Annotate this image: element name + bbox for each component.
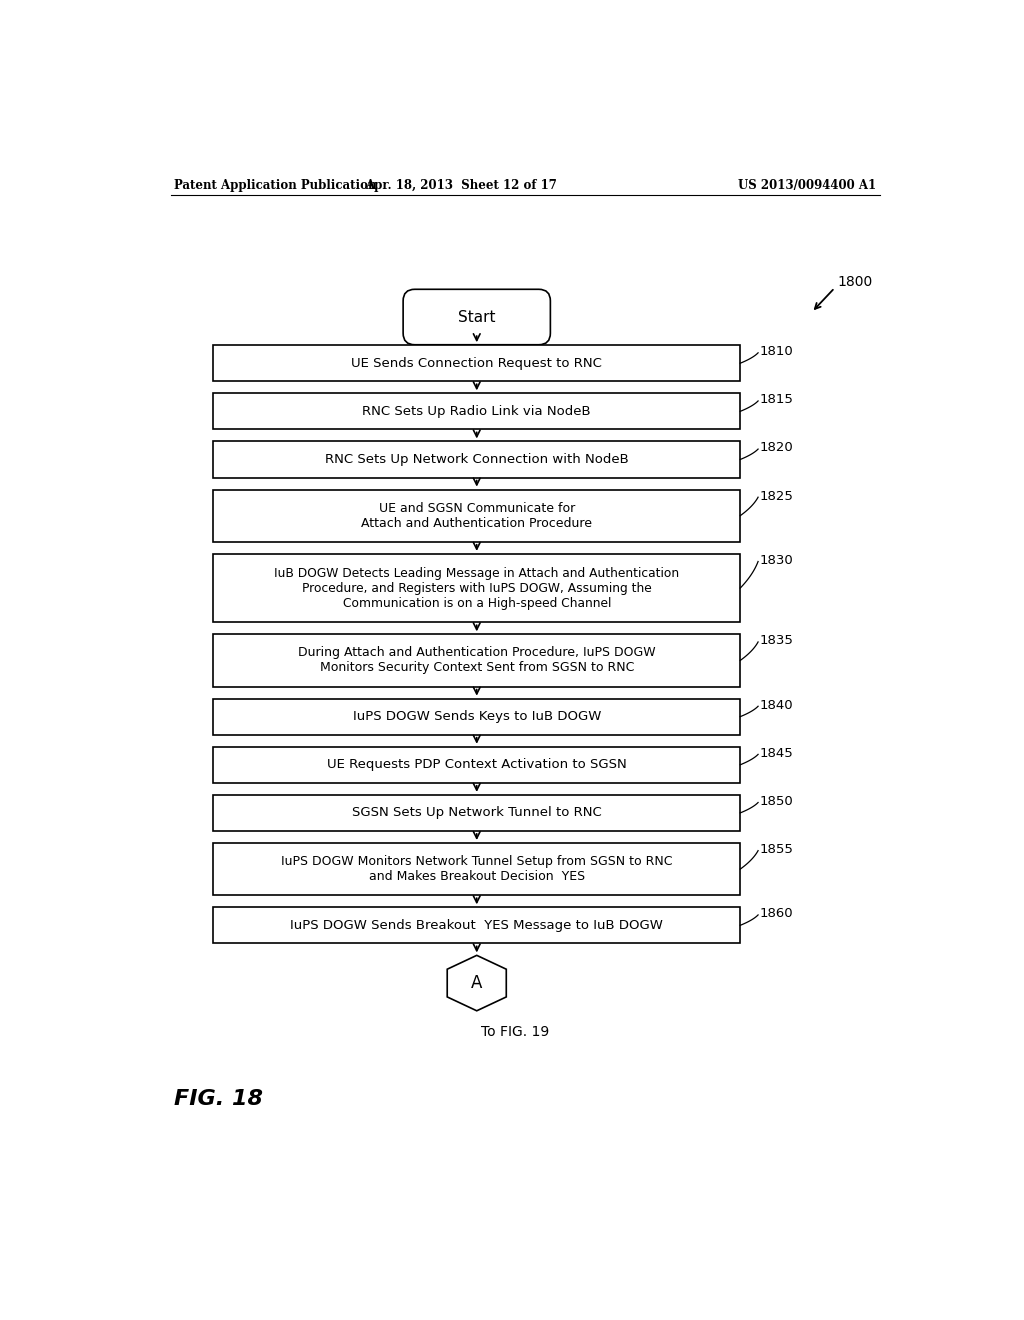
Bar — [213, 345, 740, 381]
Text: 1810: 1810 — [760, 345, 794, 358]
Bar — [213, 907, 740, 944]
Text: 1850: 1850 — [760, 795, 794, 808]
FancyBboxPatch shape — [403, 289, 550, 345]
Text: 1820: 1820 — [760, 441, 794, 454]
Text: RNC Sets Up Radio Link via NodeB: RNC Sets Up Radio Link via NodeB — [362, 405, 591, 418]
Text: Start: Start — [458, 309, 496, 325]
Text: During Attach and Authentication Procedure, IuPS DOGW
Monitors Security Context : During Attach and Authentication Procedu… — [298, 647, 655, 675]
Text: 1840: 1840 — [760, 698, 794, 711]
Bar — [213, 795, 740, 832]
Polygon shape — [447, 956, 506, 1011]
Bar — [213, 698, 740, 735]
Text: UE Requests PDP Context Activation to SGSN: UE Requests PDP Context Activation to SG… — [327, 758, 627, 771]
Text: UE and SGSN Communicate for
Attach and Authentication Procedure: UE and SGSN Communicate for Attach and A… — [361, 502, 592, 529]
Text: 1800: 1800 — [838, 275, 872, 289]
Text: A: A — [471, 974, 482, 993]
Text: 1845: 1845 — [760, 747, 794, 760]
Text: IuPS DOGW Sends Breakout  YES Message to IuB DOGW: IuPS DOGW Sends Breakout YES Message to … — [291, 919, 664, 932]
Text: To FIG. 19: To FIG. 19 — [481, 1024, 550, 1039]
Bar — [213, 393, 740, 429]
Text: US 2013/0094400 A1: US 2013/0094400 A1 — [737, 178, 876, 191]
Bar — [213, 843, 740, 895]
Bar — [213, 554, 740, 622]
Text: SGSN Sets Up Network Tunnel to RNC: SGSN Sets Up Network Tunnel to RNC — [352, 807, 602, 820]
Text: 1860: 1860 — [760, 907, 794, 920]
Text: 1825: 1825 — [760, 490, 794, 503]
Text: IuPS DOGW Sends Keys to IuB DOGW: IuPS DOGW Sends Keys to IuB DOGW — [352, 710, 601, 723]
Text: Apr. 18, 2013  Sheet 12 of 17: Apr. 18, 2013 Sheet 12 of 17 — [366, 178, 557, 191]
Text: 1815: 1815 — [760, 393, 794, 407]
Bar — [213, 441, 740, 478]
Text: FIG. 18: FIG. 18 — [174, 1089, 263, 1109]
Text: 1855: 1855 — [760, 843, 794, 855]
Bar — [213, 634, 740, 686]
Text: RNC Sets Up Network Connection with NodeB: RNC Sets Up Network Connection with Node… — [325, 453, 629, 466]
Text: IuB DOGW Detects Leading Message in Attach and Authentication
Procedure, and Reg: IuB DOGW Detects Leading Message in Atta… — [274, 566, 679, 610]
Text: 1830: 1830 — [760, 554, 794, 566]
Text: IuPS DOGW Monitors Network Tunnel Setup from SGSN to RNC
and Makes Breakout Deci: IuPS DOGW Monitors Network Tunnel Setup … — [281, 855, 673, 883]
Bar — [213, 490, 740, 543]
Text: UE Sends Connection Request to RNC: UE Sends Connection Request to RNC — [351, 356, 602, 370]
Text: 1835: 1835 — [760, 635, 794, 647]
Bar — [213, 747, 740, 783]
Text: Patent Application Publication: Patent Application Publication — [174, 178, 377, 191]
